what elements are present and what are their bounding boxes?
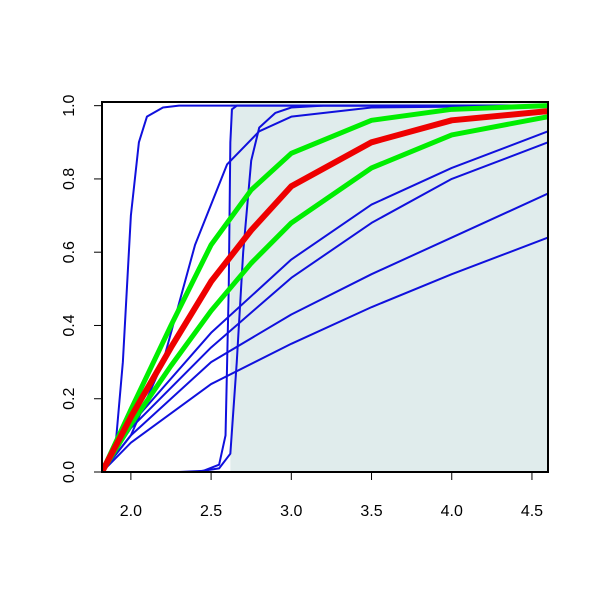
y-tick-label: 1.0 [61, 94, 78, 116]
y-tick-label: 0.4 [61, 314, 78, 336]
line [102, 108, 548, 472]
shaded-region [230, 102, 548, 472]
y-tick-label: 0.2 [61, 388, 78, 410]
line [102, 114, 548, 472]
x-tick-label: 2.0 [120, 503, 142, 520]
y-tick-label: 0.6 [61, 241, 78, 263]
line [102, 236, 548, 472]
x-tick-label: 2.5 [200, 503, 222, 520]
line [194, 104, 548, 472]
y-tick-label: 0.8 [61, 168, 78, 190]
x-tick-label: 4.0 [441, 503, 463, 520]
plot-frame [101, 101, 549, 473]
x-tick-label: 3.0 [280, 503, 302, 520]
x-tick-label: 3.5 [360, 503, 382, 520]
line [102, 103, 548, 472]
line [102, 192, 548, 472]
x-tick-label: 4.5 [521, 503, 543, 520]
y-tick-label: 0.0 [61, 461, 78, 483]
line [102, 104, 548, 472]
